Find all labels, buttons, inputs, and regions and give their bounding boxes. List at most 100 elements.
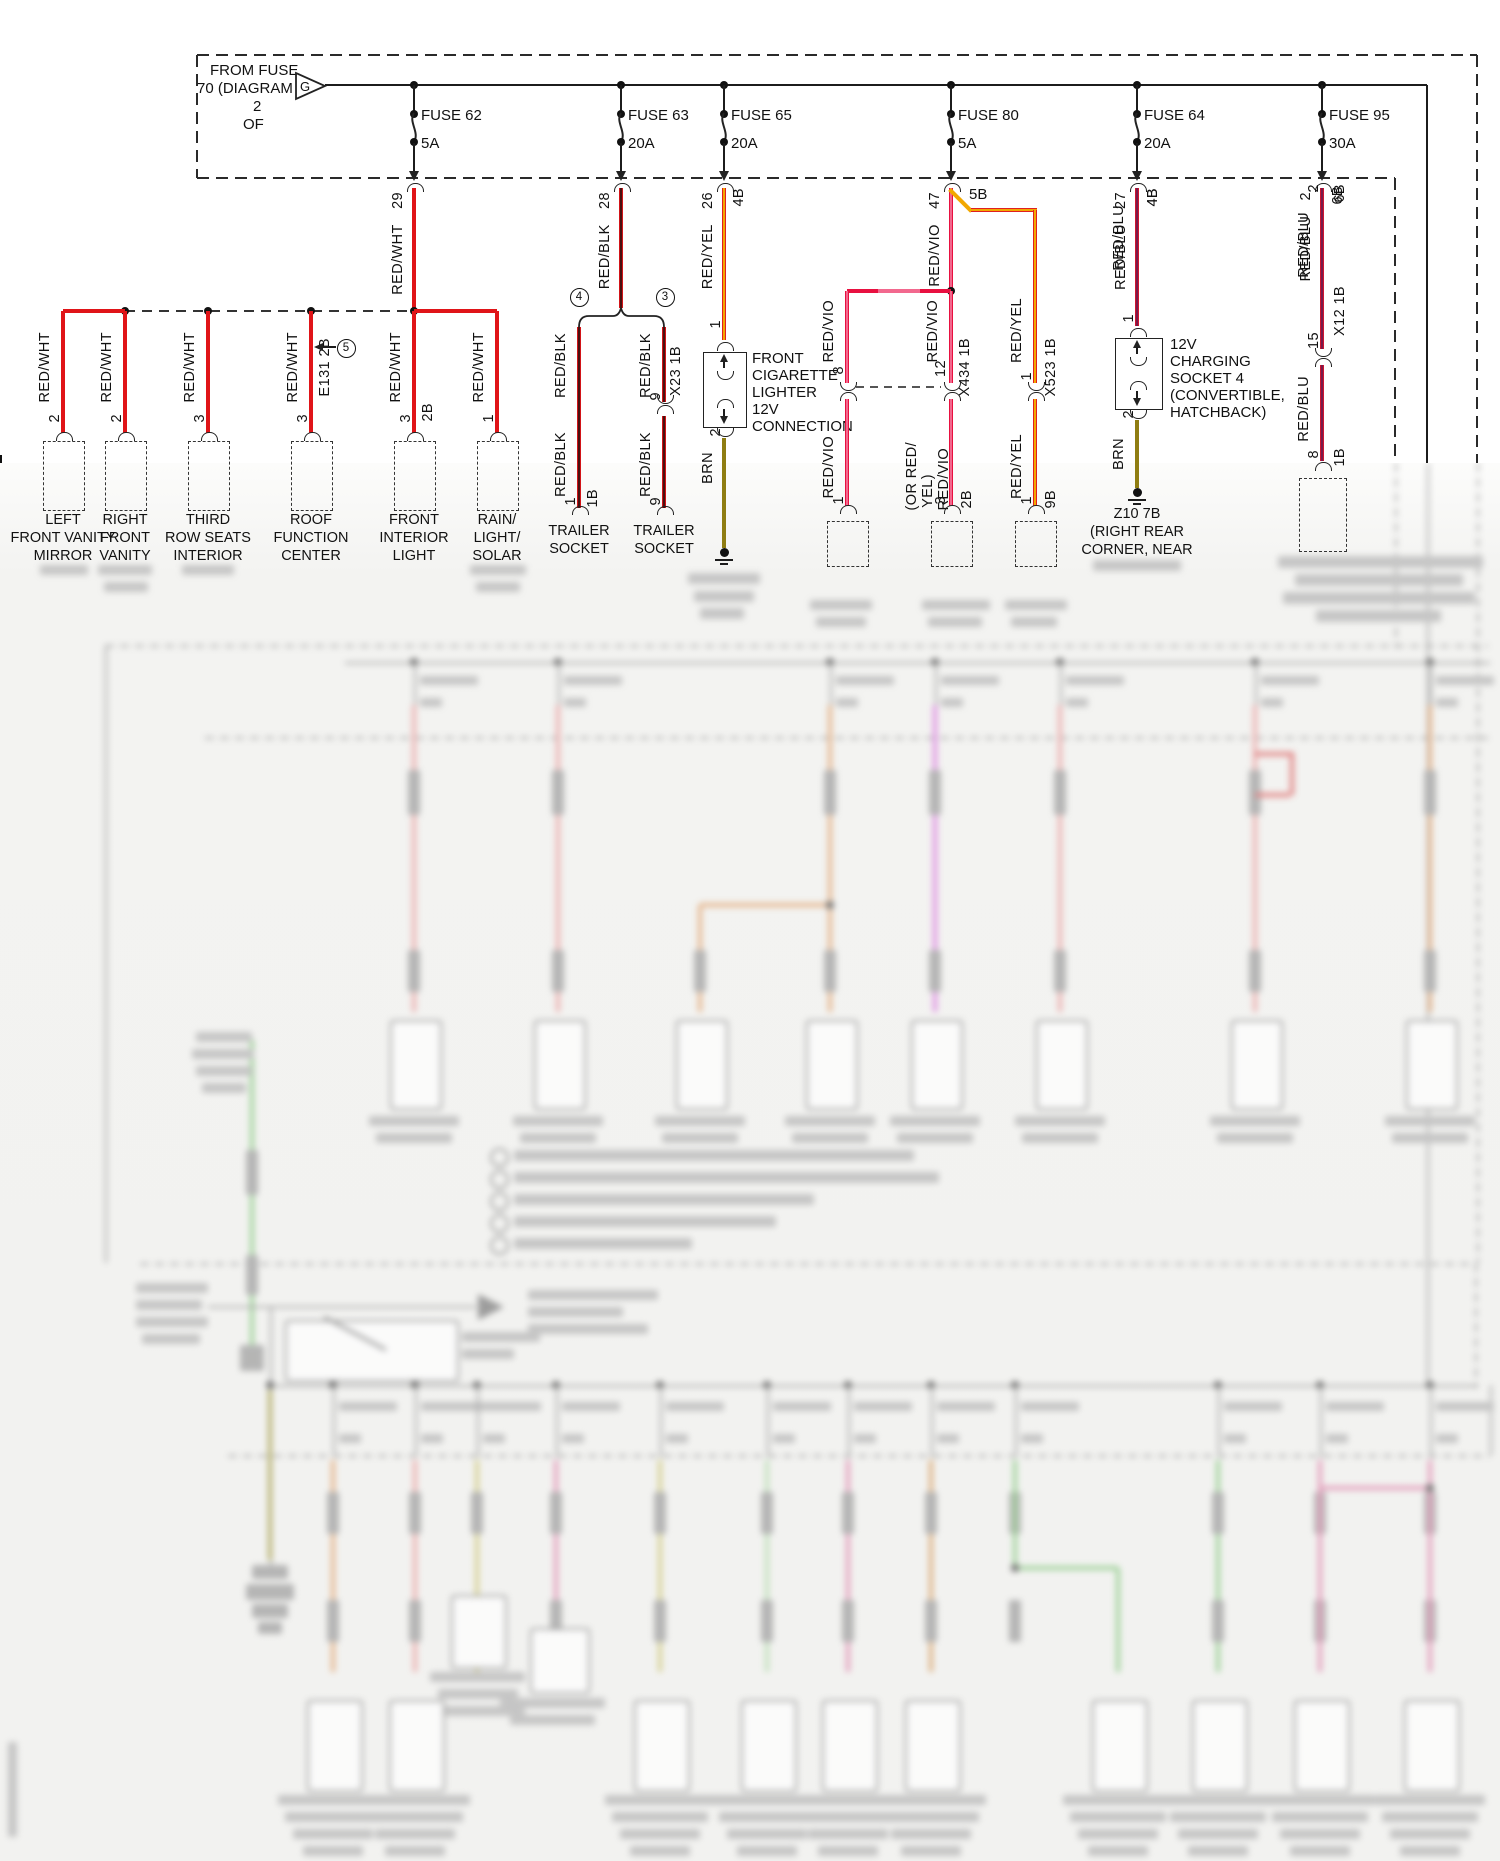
blurred-shape — [1011, 617, 1057, 627]
arrow-down-icon — [719, 171, 729, 181]
label: 20A — [1144, 135, 1171, 152]
blurred-shape — [712, 1795, 822, 1805]
blurred-shape — [1424, 950, 1436, 992]
line — [322, 346, 336, 348]
blurred-shape — [761, 1600, 773, 1642]
blurred-shape — [922, 600, 990, 610]
blurred-shape — [278, 1795, 388, 1805]
blurred-shape — [412, 705, 416, 1012]
label: SOCKET — [549, 541, 609, 557]
wire-code-label: RED/YEL — [1009, 298, 1025, 363]
blurred-shape — [810, 600, 872, 610]
blurred-shape — [409, 1492, 421, 1534]
wire — [1135, 188, 1139, 326]
wire — [1033, 399, 1037, 506]
blurred-shape — [376, 1133, 452, 1143]
blurred-shape — [937, 1434, 959, 1443]
blurred-shape — [1224, 1434, 1246, 1443]
line — [1136, 85, 1138, 114]
wire — [1320, 365, 1324, 461]
blurred-shape — [634, 1700, 690, 1792]
blurred-shape — [564, 676, 622, 685]
junction-dot — [1133, 138, 1141, 146]
label: FRONT — [100, 530, 150, 546]
line — [723, 85, 725, 114]
blurred-shape — [303, 1846, 363, 1856]
pin-arc — [303, 432, 321, 441]
wire-code-label: RED/WHT — [182, 332, 198, 403]
blurred-shape — [931, 1385, 933, 1457]
blurred-shape — [528, 1324, 648, 1334]
component-box-dashed — [188, 441, 230, 511]
wire-code-label: 3 — [933, 496, 949, 505]
blurred-shape — [842, 1600, 854, 1642]
wire-code-label: 1 — [1019, 372, 1035, 381]
blurred-shape — [1093, 560, 1181, 571]
label: INTERIOR — [379, 530, 449, 546]
blurred-shape — [1116, 1568, 1120, 1672]
blurred-shape — [836, 698, 858, 707]
blurred-shape — [929, 770, 941, 815]
label: RIGHT — [102, 512, 148, 528]
blurred-shape — [246, 1150, 258, 1195]
blurred-shape — [528, 1290, 658, 1300]
blurred-shape — [1430, 1385, 1432, 1457]
wire-code-label: X12 1B — [1332, 286, 1348, 336]
wire-code-label: X523 1B — [1043, 338, 1059, 397]
blurred-shape — [1078, 1829, 1158, 1839]
label: 30A — [1329, 135, 1356, 152]
blurred-shape — [1385, 1116, 1475, 1126]
blurred-shape — [1021, 1402, 1079, 1411]
blurred-shape — [1092, 1700, 1148, 1792]
blurred-shape — [339, 1434, 361, 1443]
label: LIGHT/ — [473, 530, 521, 546]
blurred-shape — [420, 676, 478, 685]
blurred-shape — [1326, 1434, 1348, 1443]
wire — [722, 188, 726, 340]
blurred-shape — [1224, 1402, 1282, 1411]
blurred-shape — [1063, 1795, 1173, 1805]
line — [723, 143, 725, 171]
blurred-shape — [1390, 1829, 1470, 1839]
pin-arc — [716, 183, 734, 192]
wire — [495, 311, 499, 433]
blurred-shape — [564, 698, 586, 707]
blurred-shape — [268, 1390, 272, 1560]
component-box-dashed — [931, 521, 973, 567]
wire-code-label: RED/YEL — [1009, 434, 1025, 499]
pin-arc — [55, 432, 73, 441]
blurred-shape — [1436, 676, 1494, 685]
pin-arc — [943, 505, 961, 514]
pin-arc — [716, 371, 734, 380]
wire — [206, 311, 210, 433]
blurred-shape — [534, 1020, 586, 1110]
pin-arc — [1129, 381, 1147, 390]
blurred-shape — [761, 1492, 773, 1534]
arrow-down-icon — [946, 171, 956, 181]
blurred-shape — [562, 1402, 620, 1411]
label: 70 (DIAGRAM — [197, 80, 293, 97]
wire-code-label: X23 1B — [668, 346, 684, 396]
circled-ref: 4 — [569, 287, 589, 307]
wire-code-label: RED/BLU — [1111, 205, 1127, 271]
junction-dot — [410, 138, 418, 146]
blurred-shape — [654, 1600, 666, 1642]
pin-arc — [839, 392, 857, 401]
pin-arc — [1027, 392, 1045, 401]
wire-code-label: 2B — [420, 403, 436, 422]
blurred-shape — [1436, 1402, 1494, 1411]
label: SOLAR — [472, 548, 522, 564]
blurred-shape — [105, 645, 1488, 647]
wire-code-label: 8 — [831, 366, 847, 375]
label: FRONT VANITY — [10, 530, 116, 546]
wire-code-label: 4B — [1145, 188, 1161, 207]
label: Z10 7B — [1113, 506, 1161, 522]
dashed-line — [196, 55, 198, 178]
blurred-shape — [1272, 1812, 1368, 1822]
blurred-shape — [800, 1812, 896, 1822]
wire-code-label: RED/VIO — [821, 436, 837, 499]
wire — [1135, 420, 1139, 488]
line — [723, 409, 725, 416]
line — [1133, 503, 1141, 505]
